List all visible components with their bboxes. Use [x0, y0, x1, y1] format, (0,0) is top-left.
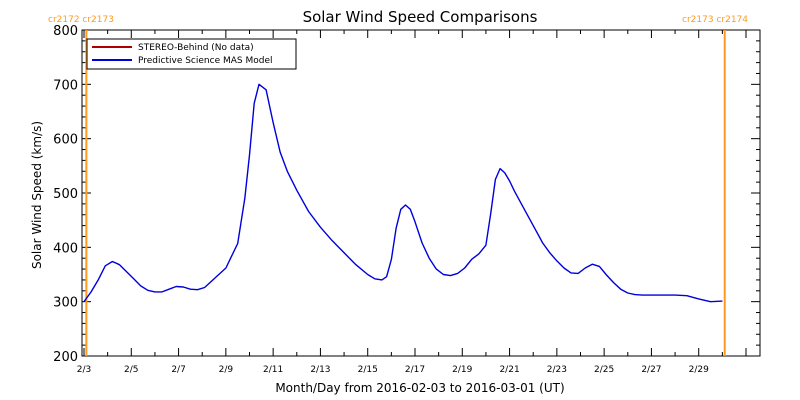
x-tick-label: 2/27	[641, 365, 661, 375]
x-tick-label: 2/21	[499, 365, 519, 375]
chart-title: Solar Wind Speed Comparisons	[303, 8, 538, 26]
x-tick-label: 2/17	[405, 365, 425, 375]
series-line-mas-model	[83, 83, 723, 303]
x-tick-label: 2/9	[219, 365, 234, 375]
x-tick-label: 2/15	[358, 365, 378, 375]
y-tick-label: 500	[53, 187, 78, 202]
y-tick-label: 700	[53, 78, 78, 93]
legend: STEREO-Behind (No data) Predictive Scien…	[86, 38, 297, 70]
series-layer	[83, 83, 723, 303]
y-tick-label: 800	[53, 24, 78, 39]
cr-marker-label: cr2172 cr2173	[48, 15, 114, 25]
y-tick-label: 200	[53, 350, 78, 365]
x-tick-label: 2/25	[594, 365, 614, 375]
carrington-rotation-markers: cr2172 cr2173 cr2173 cr2174	[48, 15, 748, 356]
x-tick-label: 2/19	[452, 365, 472, 375]
x-axis: 2/3 2/5 2/7 2/9 2/11 2/13 2/15 2/17 2/19 2/21 2/23…	[77, 30, 747, 375]
legend-box	[86, 38, 297, 70]
x-tick-label: 2/11	[263, 365, 283, 375]
x-tick-label: 2/5	[124, 365, 138, 375]
x-tick-label: 2/23	[547, 365, 567, 375]
x-axis-label: Month/Day from 2016-02-03 to 2016-03-01 …	[275, 381, 564, 395]
x-tick-label: 2/3	[77, 365, 91, 375]
x-tick-label: 2/29	[689, 365, 709, 375]
x-tick-label: 2/7	[171, 365, 185, 375]
y-axis: 200 300 400 500 600 700 800	[53, 24, 760, 365]
y-tick-label: 400	[53, 241, 78, 256]
cr-marker-label: cr2173 cr2174	[682, 15, 748, 25]
legend-label-mas: Predictive Science MAS Model	[138, 56, 273, 66]
legend-label-stereo: STEREO-Behind (No data)	[138, 43, 254, 53]
y-axis-label: Solar Wind Speed (km/s)	[30, 121, 44, 269]
y-tick-label: 300	[53, 296, 78, 311]
x-tick-label: 2/13	[310, 365, 330, 375]
plot-frame	[81, 29, 761, 357]
y-tick-label: 600	[53, 133, 78, 148]
